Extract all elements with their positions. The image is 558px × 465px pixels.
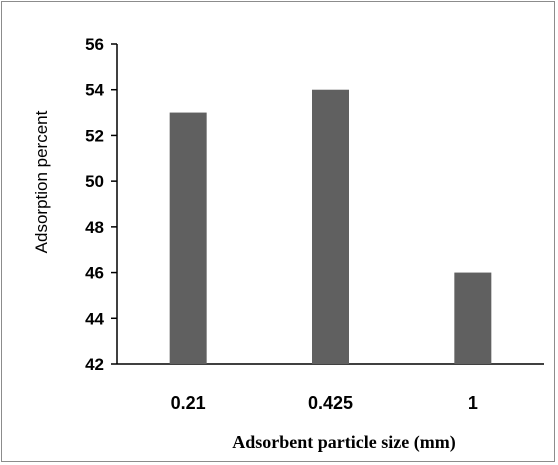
- y-tick-label: 44: [85, 309, 104, 328]
- bar-1: [454, 272, 492, 364]
- y-tick-label: 42: [85, 355, 104, 374]
- x-tick-label: 0.425: [308, 393, 353, 413]
- y-tick-label: 48: [85, 218, 104, 237]
- x-axis: 0.21 0.425 1: [117, 363, 544, 413]
- bar-0-21: [169, 112, 207, 364]
- y-axis-title: Adsorption percent: [32, 110, 51, 253]
- y-tick-label: 54: [85, 81, 104, 100]
- y-tick-label: 46: [85, 264, 104, 283]
- x-axis-title: Adsorbent particle size (mm): [232, 432, 455, 453]
- y-axis: 42 44 46 48 50 52 54 56: [85, 35, 118, 374]
- bars: [169, 89, 492, 364]
- y-tick-label: 56: [85, 35, 104, 54]
- x-tick-label: 1: [468, 393, 478, 413]
- bar-0-425: [312, 89, 349, 364]
- y-tick-label: 52: [85, 126, 104, 145]
- y-tick-label: 50: [85, 172, 104, 191]
- x-tick-label: 0.21: [171, 393, 206, 413]
